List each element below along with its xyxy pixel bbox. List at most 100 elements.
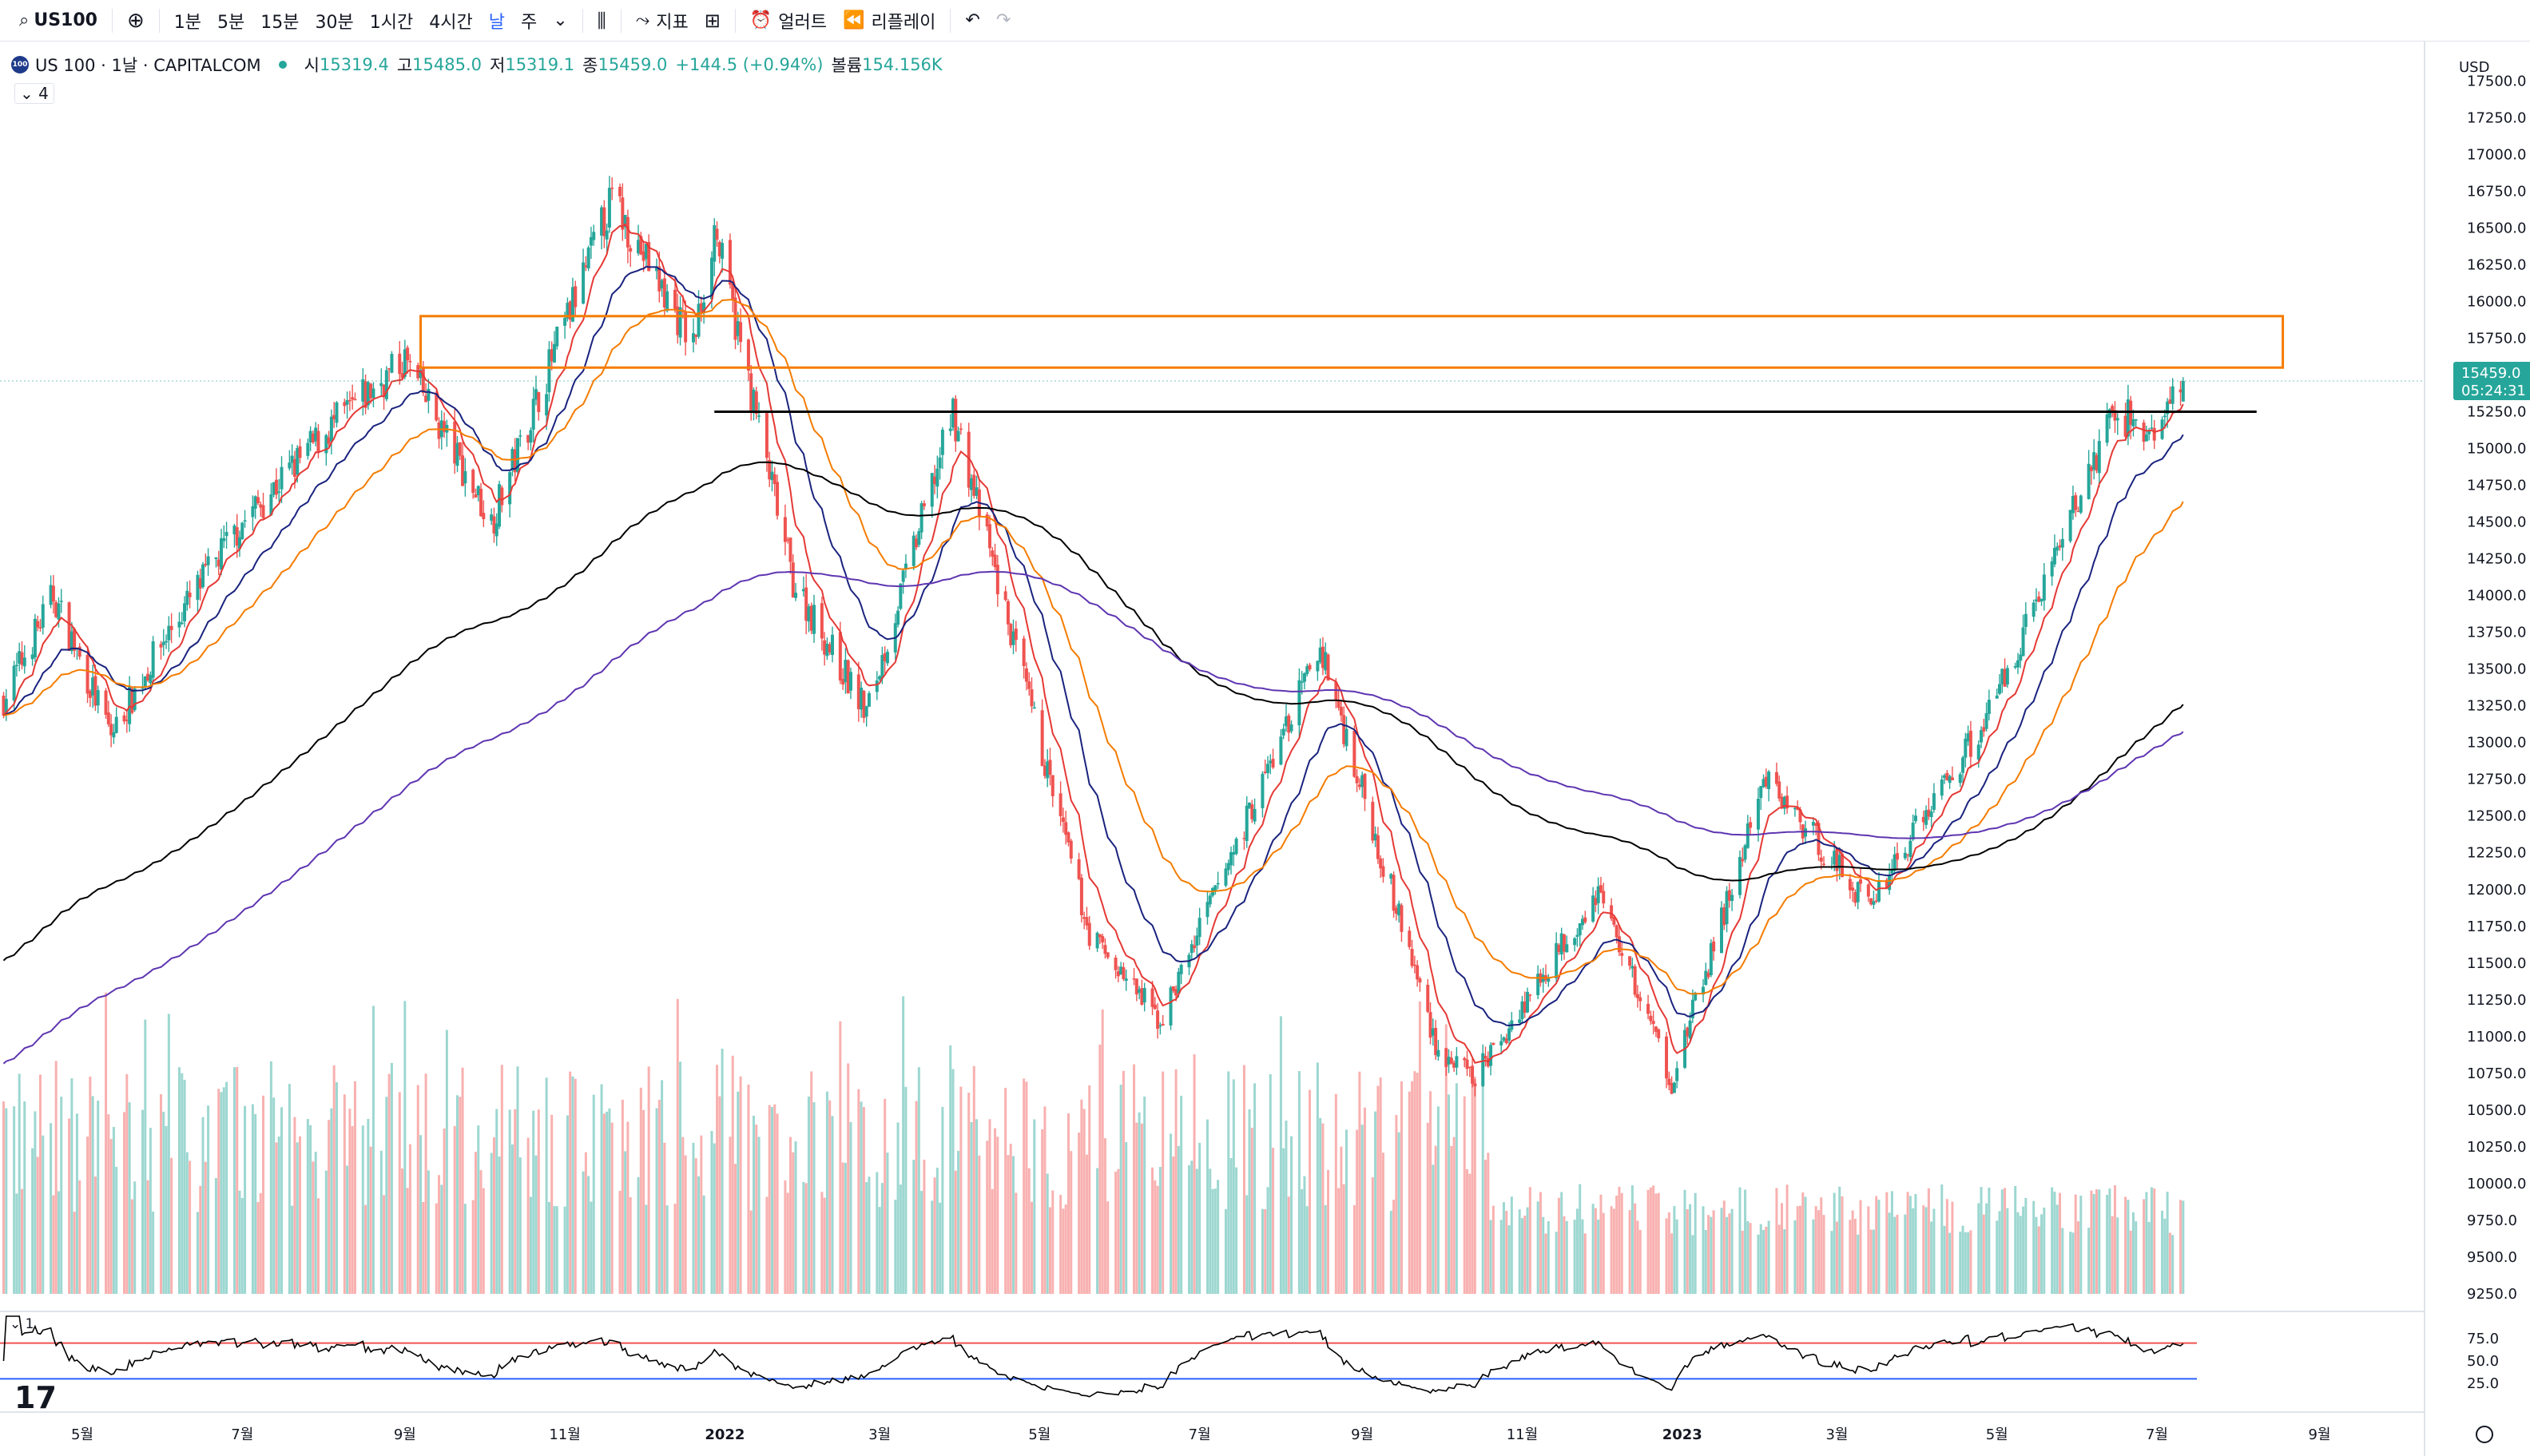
price-tick-label: 17500.0 xyxy=(2467,73,2526,89)
candle-body xyxy=(366,382,370,406)
symbol-search[interactable]: ⌕ US100 xyxy=(11,5,105,37)
volume-bar xyxy=(1730,1208,1734,1294)
timeframe-1d[interactable]: 날 xyxy=(488,12,505,33)
time-axis[interactable]: 5월 7월 9월 11월 2022 3월 5월 7월 9월 11월 2023 3월 5월 7월 9월 xyxy=(71,1426,2331,1443)
timeframe-1w[interactable]: 주 xyxy=(520,12,538,33)
volume-bar xyxy=(272,1097,276,1294)
candle-body xyxy=(1452,1062,1456,1068)
candle-body xyxy=(214,557,218,559)
volume-bar xyxy=(463,1204,467,1294)
candle-body xyxy=(133,688,137,710)
volume-bar xyxy=(1046,1173,1049,1294)
volume-bar xyxy=(665,1205,669,1294)
tradingview-logo[interactable]: 17 xyxy=(14,1380,57,1415)
volume-bar xyxy=(1205,1119,1209,1294)
price-tick-label: 9250.0 xyxy=(2467,1286,2517,1303)
price-tick-label: 12250.0 xyxy=(2467,845,2526,862)
timeframe-5m[interactable]: 5분 xyxy=(217,12,245,33)
volume-bar xyxy=(639,1087,642,1294)
candle-body xyxy=(1869,898,1873,905)
candle-body xyxy=(316,430,320,454)
price-tick-label: 10000.0 xyxy=(2467,1176,2526,1192)
volume-bar xyxy=(1520,1218,1523,1294)
indicators-button[interactable]: ⤳ 지표 xyxy=(628,5,697,37)
volume-bar xyxy=(2074,1194,2077,1294)
timeframe-1h[interactable]: 1시간 xyxy=(369,12,414,33)
candle-body xyxy=(237,537,241,549)
alert-button[interactable]: ⏰ 얼러트 xyxy=(742,5,835,37)
candle-body xyxy=(1024,668,1028,682)
rsi-pane-toggle[interactable]: ⌄ 1 xyxy=(10,1316,34,1332)
annotations[interactable] xyxy=(0,315,2425,413)
volume-bar xyxy=(516,1066,519,1294)
candle-body xyxy=(1563,934,1566,952)
redo-button[interactable]: ↷ xyxy=(988,5,1019,37)
volume-bar xyxy=(1374,1111,1377,1294)
undo-button[interactable]: ↶ xyxy=(957,5,987,37)
candle-body xyxy=(1138,989,1142,993)
replay-button[interactable]: ⏪ 리플레이 xyxy=(835,5,943,37)
volume-bar xyxy=(1397,1132,1400,1294)
candle-body xyxy=(867,692,871,707)
candle-body xyxy=(717,241,721,257)
compare-button[interactable]: ⊕ xyxy=(119,5,153,37)
candle-body xyxy=(919,503,923,533)
candle-body xyxy=(2071,495,2075,514)
timeframe-15m[interactable]: 15분 xyxy=(260,12,300,33)
high-value: 15485.0 xyxy=(412,55,482,74)
timeframe-4h[interactable]: 4시간 xyxy=(429,12,473,33)
candle-body xyxy=(2144,434,2148,442)
volume-bar xyxy=(747,1084,750,1294)
symbol-logo: 100 xyxy=(11,56,29,73)
volume-bar xyxy=(574,1078,577,1294)
candle-body xyxy=(1995,695,1999,699)
series-title[interactable]: US 100 · 1날 · CAPITALCOM xyxy=(35,56,261,75)
price-tick-label: 11000.0 xyxy=(2467,1029,2526,1045)
candle-body xyxy=(1006,601,1010,625)
volume-bar xyxy=(1309,1089,1312,1294)
candle-body xyxy=(387,368,391,370)
candle-body xyxy=(552,343,556,363)
templates-button[interactable]: ⊞ xyxy=(697,5,729,37)
volume-bar xyxy=(1675,1219,1678,1294)
divider xyxy=(158,8,160,33)
candle-body xyxy=(586,247,590,269)
volume-bar xyxy=(2182,1200,2185,1294)
candle-body xyxy=(1426,985,1430,1012)
volume-bar xyxy=(1279,1016,1282,1294)
volume-bar xyxy=(1031,1201,1034,1294)
indicators-toggle[interactable]: ⌄ 4 xyxy=(14,83,54,104)
volume-bar xyxy=(1224,1208,1227,1294)
volume-bar xyxy=(1977,1203,1980,1294)
volume-bar xyxy=(1785,1184,1789,1294)
candle-body xyxy=(1213,885,1217,891)
volume-bar xyxy=(1162,1071,1165,1294)
timeframe-30m[interactable]: 30분 xyxy=(315,12,354,33)
candle-body xyxy=(406,347,410,361)
volume-bar xyxy=(1749,1223,1752,1294)
price-tick-label: 12000.0 xyxy=(2467,882,2526,899)
timeframe-dropdown[interactable]: ⌄ xyxy=(545,5,575,37)
candle-body xyxy=(169,625,173,630)
candle-body xyxy=(673,289,677,310)
settings-icon[interactable] xyxy=(2476,1426,2493,1443)
volume-bar xyxy=(1927,1188,1930,1294)
candle-body xyxy=(1573,938,1577,946)
volume-bar xyxy=(1649,1187,1652,1294)
chart-type-button[interactable]: ⫼ xyxy=(590,5,614,37)
volume-bar xyxy=(86,1137,89,1294)
candle-body xyxy=(691,333,695,343)
volume-bar xyxy=(1959,1232,1962,1294)
candle-body xyxy=(922,503,926,506)
volume-bar xyxy=(1051,1190,1054,1294)
volume-bar xyxy=(196,1212,199,1294)
volume-bar xyxy=(1305,1206,1309,1294)
volume-bar xyxy=(1158,1167,1162,1294)
volume-bar xyxy=(537,1109,540,1294)
timeframe-1m[interactable]: 1분 xyxy=(173,12,202,33)
volume-bar xyxy=(1738,1187,1742,1294)
candle-body xyxy=(1706,972,1710,978)
volume-bar xyxy=(1106,1201,1110,1294)
